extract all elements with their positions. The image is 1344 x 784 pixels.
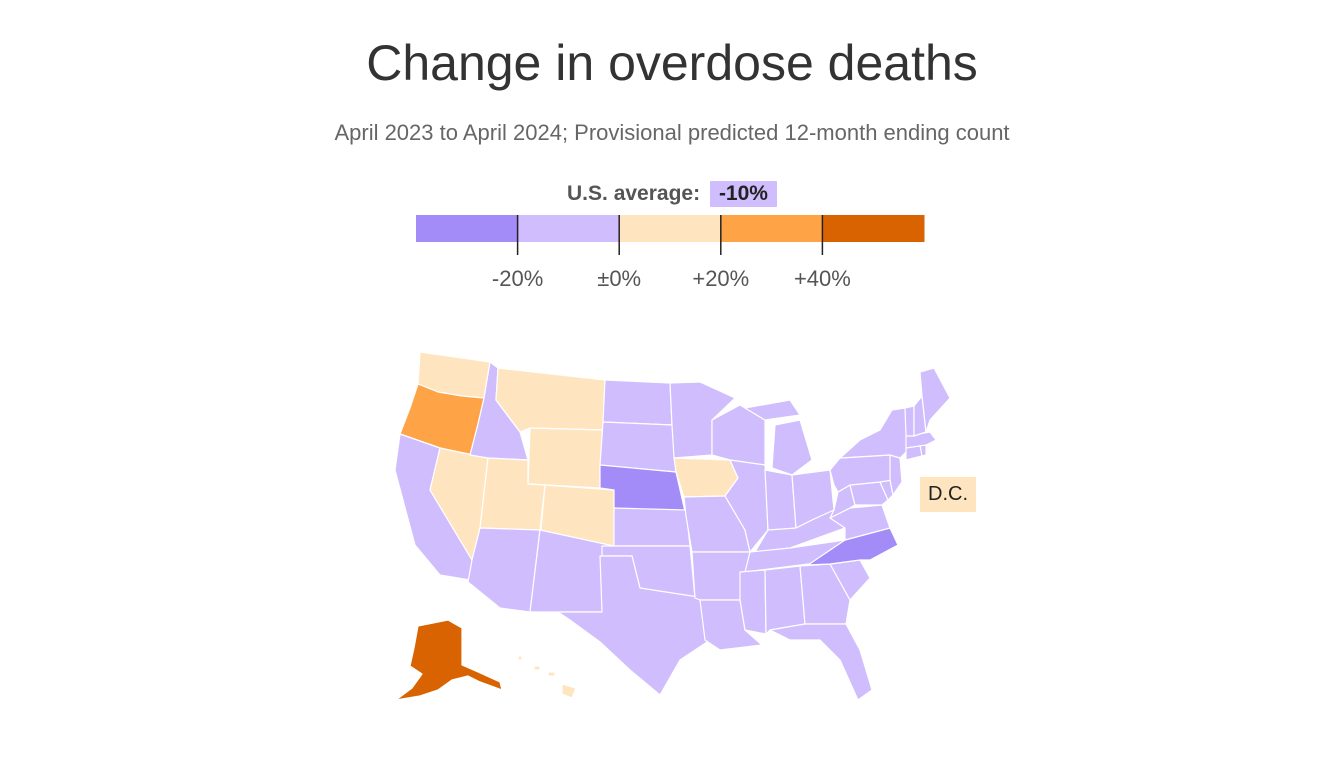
legend-tick-label: -20% [492,266,543,291]
legend-tick-label: +20% [692,266,749,291]
state-vt[interactable] [904,405,915,437]
legend-bin-2 [619,215,722,242]
state-fl[interactable] [769,623,873,701]
state-ms[interactable] [739,569,767,635]
state-mi[interactable] [744,399,813,476]
legend-tick-label: ±0% [597,266,641,291]
state-az[interactable] [467,527,541,613]
legend-bin-4 [822,215,925,242]
legend-bin-3 [720,215,823,242]
dc-box: D.C. [920,477,976,512]
legend-bin-1 [517,215,620,242]
state-ak[interactable] [395,619,503,701]
chart-title: Change in overdose deaths [366,35,978,91]
state-tx[interactable] [557,555,711,696]
state-nj[interactable] [889,454,903,496]
state-ks[interactable] [613,507,691,547]
state-sd[interactable] [599,421,677,473]
state-me[interactable] [919,367,951,433]
legend: -20% ±0% +20% +40% [416,215,925,291]
state-wy[interactable] [527,427,604,489]
state-al[interactable] [764,565,806,635]
state-nd[interactable] [602,379,673,426]
us-average-badge: -10% [709,181,777,207]
state-in[interactable] [764,469,797,533]
legend-tick-label: +40% [794,266,851,291]
state-hi[interactable] [517,655,577,699]
us-average-label: U.S. average: [567,182,701,205]
state-ny[interactable] [839,407,909,459]
state-mt[interactable] [495,367,606,433]
legend-bin-0 [416,215,519,242]
us-average-row: U.S. average: -10% [0,181,1344,207]
chart-subtitle: April 2023 to April 2024; Provisional pr… [334,120,1010,145]
